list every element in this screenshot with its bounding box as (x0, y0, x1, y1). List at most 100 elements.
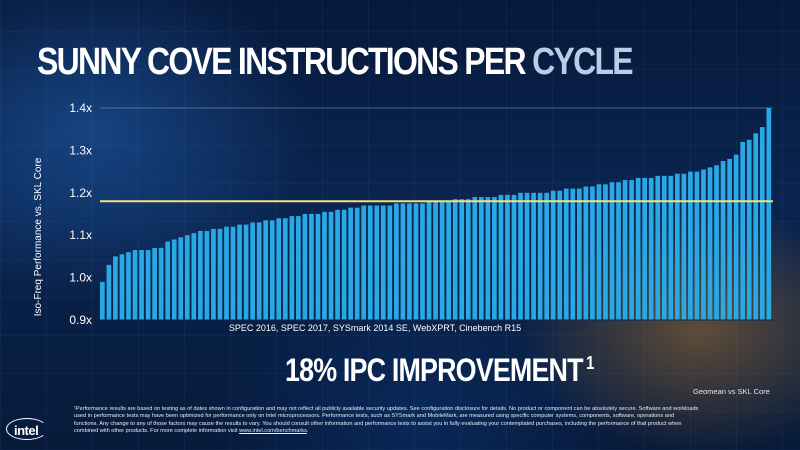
bar (452, 199, 458, 320)
logo-ring (6, 418, 48, 440)
disclaimer: ¹Performance results are based on testin… (74, 406, 699, 436)
bar (413, 203, 419, 320)
bar (433, 201, 438, 320)
bar (348, 207, 353, 320)
disclaimer-text: ¹Performance results are based on testin… (74, 406, 699, 435)
bar (309, 214, 314, 320)
intel-logo: intel (6, 418, 50, 442)
bar (282, 218, 288, 320)
y-tick-label: 1.4x (69, 101, 92, 115)
bar (237, 224, 242, 320)
bar (531, 192, 536, 320)
bar (648, 177, 654, 320)
bar (178, 237, 184, 320)
bar (576, 188, 582, 320)
disclaimer-link[interactable]: www.intel.com/benchmarks (239, 428, 307, 435)
bar (230, 226, 236, 320)
y-axis-ticks: 0.9x 1.0x 1.1x 1.2x 1.3x 1.4x (69, 101, 773, 327)
bar (256, 222, 262, 320)
bar (315, 214, 321, 320)
y-axis-label: Iso-Freq Performance vs. SKL Core (33, 157, 44, 317)
bar (701, 169, 706, 320)
bar-series (100, 108, 772, 320)
bar (629, 180, 634, 320)
bar (211, 228, 216, 320)
bar (465, 199, 471, 320)
bar (740, 141, 746, 320)
y-tick-label: 1.1x (69, 228, 92, 242)
x-axis-label: SPEC 2016, SPEC 2017, SYSmark 2014 SE, W… (228, 323, 522, 333)
bar (367, 205, 373, 320)
logo-text: intel (14, 423, 39, 438)
bar (394, 203, 399, 320)
bar (746, 139, 752, 320)
bar (478, 197, 484, 320)
bar (420, 203, 425, 320)
bar (276, 218, 282, 320)
bar (472, 197, 478, 320)
bar (550, 190, 556, 320)
bar (668, 175, 674, 320)
bar (688, 171, 693, 320)
bar (563, 188, 569, 320)
bar (191, 233, 197, 320)
bar (583, 186, 589, 320)
bar (354, 207, 360, 320)
bar (132, 250, 138, 320)
bar (100, 281, 105, 320)
bar (524, 192, 530, 320)
bar (217, 228, 223, 320)
disclaimer-end: . (306, 428, 309, 435)
bar (328, 211, 334, 320)
bar (289, 216, 295, 320)
geomean-note: Geomean vs SKL Core (693, 387, 770, 396)
bar (139, 250, 144, 320)
y-tick-label: 1.3x (69, 143, 92, 157)
bar (322, 211, 327, 320)
y-tick-label: 1.2x (69, 186, 92, 200)
bar (426, 201, 432, 320)
bar (635, 177, 641, 320)
bar (439, 201, 445, 320)
bar (302, 214, 308, 320)
y-tick-label: 1.0x (69, 271, 92, 285)
bar (407, 203, 412, 320)
bar (145, 250, 151, 320)
title-main: SUNNY COVE INSTRUCTIONS PER (37, 41, 527, 83)
bar (511, 194, 517, 320)
bar (224, 226, 229, 320)
bar (269, 220, 275, 320)
bar (622, 180, 628, 320)
slide-title: SUNNY COVE INSTRUCTIONS PER CYCLE (37, 41, 634, 83)
bar (387, 205, 393, 320)
bar (106, 264, 112, 320)
title-tail: CYCLE (532, 41, 633, 83)
bar (113, 256, 118, 320)
headline-footnote-marker: 1 (586, 353, 594, 373)
bar (446, 201, 451, 320)
bar (544, 192, 550, 320)
bar (557, 190, 563, 320)
bar (361, 205, 367, 320)
bar (609, 182, 615, 320)
bar (263, 220, 269, 320)
bar (171, 239, 177, 320)
y-tick-label: 0.9x (69, 313, 92, 327)
bar (505, 194, 510, 320)
bar (243, 224, 249, 320)
bar (459, 199, 465, 320)
bar (661, 175, 667, 320)
bar (759, 127, 765, 320)
bar (733, 154, 739, 320)
headline-text: 18% IPC IMPROVEMENT (285, 352, 584, 388)
bar (707, 167, 713, 320)
bar (400, 203, 406, 320)
bar (727, 158, 732, 320)
bar (165, 241, 171, 320)
bar (518, 192, 523, 320)
bar (720, 161, 726, 320)
bar (204, 230, 210, 320)
